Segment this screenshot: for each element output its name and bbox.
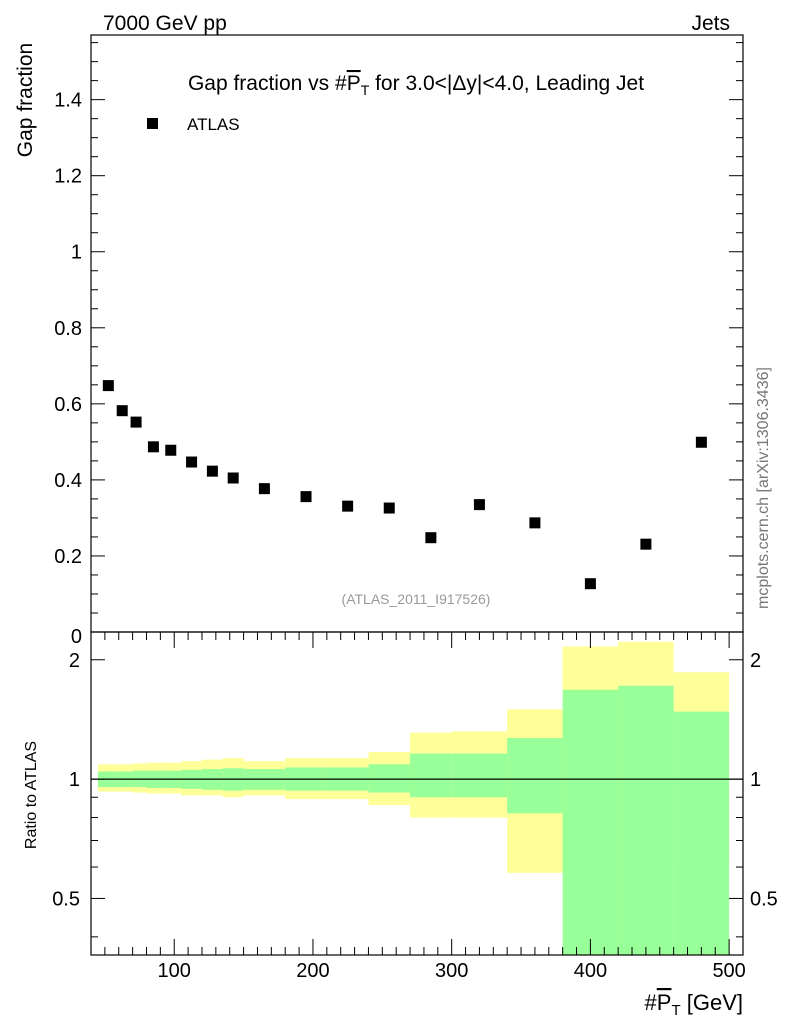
side-label: mcplots.cern.ch [arXiv:1306.3436] — [755, 367, 772, 609]
data-point — [147, 441, 159, 453]
data-point — [116, 405, 128, 417]
data-point — [206, 465, 218, 477]
x-tick-label: 500 — [712, 960, 745, 982]
data-point — [342, 500, 354, 512]
data-point — [695, 436, 707, 448]
main-data-points — [102, 380, 707, 590]
ratio-y-axis-label: Ratio to ATLAS — [23, 741, 40, 849]
ratio-band-inner — [562, 689, 619, 955]
legend-marker — [147, 118, 158, 129]
main-y-ticks: 0.2 0.4 0.6 0.8 1 1.2 1.4 — [54, 42, 743, 614]
main-y-zero-label: 0 — [71, 626, 82, 648]
y-tick-label: 1.2 — [54, 166, 82, 188]
data-point — [130, 416, 142, 428]
legend-label: ATLAS — [187, 115, 240, 134]
ratio-y-tick-label-right: 1 — [750, 769, 761, 791]
main-plot-panel: 0.2 0.4 0.6 0.8 1 1.2 1.4 Gap fraction Gap fra… — [14, 34, 744, 648]
x-tick-label: 200 — [296, 960, 329, 982]
data-point — [186, 456, 198, 468]
main-y-axis-label: Gap fraction — [14, 43, 37, 157]
y-tick-label: 0.4 — [54, 470, 82, 492]
y-tick-label: 0.2 — [54, 546, 82, 568]
ratio-band-inner — [507, 737, 563, 814]
ratio-y-tick-label-left: 0.5 — [52, 888, 80, 910]
x-tick-label: 400 — [574, 960, 607, 982]
ratio-y-tick-label-left: 1 — [69, 769, 80, 791]
data-point — [258, 483, 270, 495]
ratio-band-inner — [368, 764, 411, 793]
data-point — [640, 538, 652, 550]
ratio-y-tick-label-left: 2 — [69, 650, 80, 672]
x-tick-label: 100 — [158, 960, 191, 982]
x-tick-label: 300 — [435, 960, 468, 982]
ratio-y-tick-label-right: 0.5 — [750, 888, 778, 910]
data-point — [529, 517, 541, 529]
data-point — [227, 472, 239, 484]
data-point — [165, 444, 177, 456]
x-axis-label: #PT [GeV] — [645, 990, 743, 1019]
header-right: Jets — [691, 12, 730, 35]
data-point — [102, 380, 114, 392]
ratio-y-tick-label-right: 2 — [750, 650, 761, 672]
y-tick-label: 0.6 — [54, 394, 82, 416]
ratio-band-inner — [618, 685, 674, 955]
chart-title: Gap fraction vs #PT for 3.0<|Δy|<4.0, Le… — [188, 72, 644, 98]
ratio-band-inner — [410, 753, 452, 798]
ratio-bands — [97, 641, 730, 955]
ratio-x-ticks: 100 200 300 400 500 — [104, 632, 746, 982]
ratio-plot-panel: 0.5 0.5 1 1 2 2 100 200 300 400 500 Ratio to ATLA… — [23, 631, 778, 1019]
ratio-y-ticks: 0.5 0.5 1 1 2 2 — [52, 650, 778, 938]
header-left: 7000 GeV pp — [103, 12, 227, 35]
y-tick-label: 1 — [71, 242, 82, 264]
y-tick-label: 0.8 — [54, 318, 82, 340]
data-point — [383, 502, 395, 514]
y-tick-label: 1.4 — [54, 90, 82, 112]
watermark: (ATLAS_2011_I917526) — [342, 591, 491, 607]
ratio-plot-frame — [90, 631, 744, 956]
ratio-band-inner — [451, 753, 508, 798]
data-point — [425, 532, 437, 544]
data-point — [584, 578, 596, 590]
data-point — [300, 491, 312, 503]
data-point — [473, 499, 485, 511]
ratio-band-inner — [673, 711, 730, 955]
